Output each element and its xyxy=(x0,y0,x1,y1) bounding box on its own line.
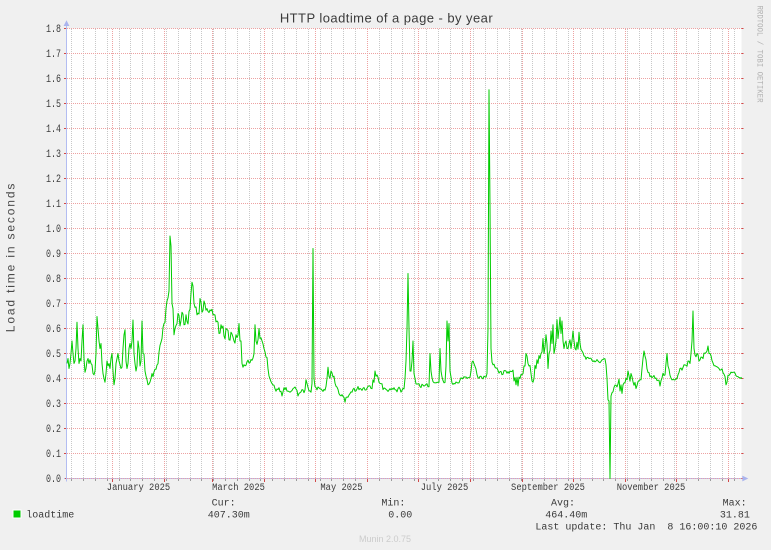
svg-text:1.6: 1.6 xyxy=(46,74,61,86)
svg-text:407.30m: 407.30m xyxy=(208,511,250,522)
svg-text:31.81: 31.81 xyxy=(720,511,750,522)
svg-text:1.5: 1.5 xyxy=(46,99,61,111)
svg-text:1.0: 1.0 xyxy=(46,224,61,236)
svg-text:1.4: 1.4 xyxy=(46,124,61,136)
svg-text:Load time in seconds: Load time in seconds xyxy=(4,182,18,332)
svg-text:0.5: 0.5 xyxy=(46,349,61,361)
svg-text:Cur:: Cur: xyxy=(212,499,236,510)
svg-text:1.7: 1.7 xyxy=(46,49,61,61)
svg-text:loadtime: loadtime xyxy=(26,510,74,522)
svg-text:Min:: Min: xyxy=(381,498,405,510)
svg-text:1.3: 1.3 xyxy=(46,149,61,161)
svg-text:September 2025: September 2025 xyxy=(511,482,585,493)
svg-text:0.00: 0.00 xyxy=(388,511,412,522)
svg-text:HTTP loadtime of a page - by y: HTTP loadtime of a page - by year xyxy=(280,11,494,26)
svg-text:May 2025: May 2025 xyxy=(320,482,362,493)
svg-text:0.4: 0.4 xyxy=(46,374,61,386)
svg-text:0.3: 0.3 xyxy=(46,399,61,411)
svg-text:July 2025: July 2025 xyxy=(421,482,469,493)
svg-text:0.7: 0.7 xyxy=(46,299,61,311)
svg-text:March 2025: March 2025 xyxy=(212,482,265,493)
svg-text:0.1: 0.1 xyxy=(46,449,61,461)
svg-text:0.9: 0.9 xyxy=(46,249,61,261)
svg-text:0.2: 0.2 xyxy=(46,424,61,436)
svg-text:Avg:: Avg: xyxy=(551,499,575,510)
svg-text:0.6: 0.6 xyxy=(46,324,61,336)
svg-text:RRDTOOL / TOBI OETIKER: RRDTOOL / TOBI OETIKER xyxy=(755,6,765,103)
svg-text:Max:: Max: xyxy=(723,499,747,510)
svg-text:Last update: Thu Jan 8 16:00:: Last update: Thu Jan 8 16:00:10 2026 xyxy=(535,522,757,534)
svg-text:1.2: 1.2 xyxy=(46,174,61,186)
svg-text:1.1: 1.1 xyxy=(46,199,61,211)
svg-text:0.8: 0.8 xyxy=(46,274,61,286)
svg-text:464.40m: 464.40m xyxy=(545,511,587,522)
svg-text:January 2025: January 2025 xyxy=(107,482,170,493)
svg-text:November 2025: November 2025 xyxy=(617,482,686,493)
svg-text:1.8: 1.8 xyxy=(46,24,61,36)
svg-text:0.0: 0.0 xyxy=(46,474,61,486)
svg-text:Munin 2.0.75: Munin 2.0.75 xyxy=(359,534,411,544)
